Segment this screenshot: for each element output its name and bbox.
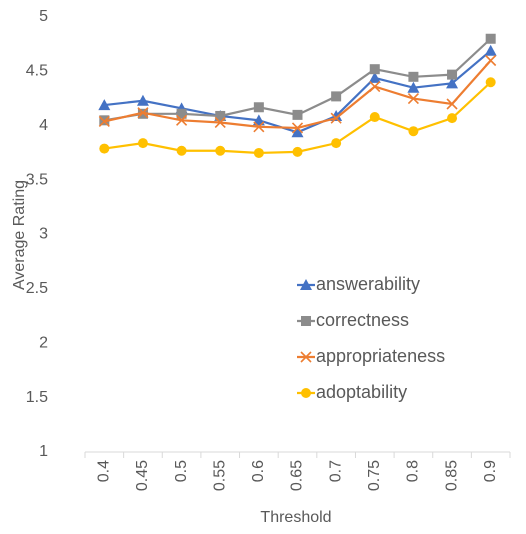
data-point	[99, 143, 110, 154]
data-point	[137, 138, 148, 149]
data-point	[407, 81, 420, 93]
data-point	[98, 115, 110, 127]
legend-label: adoptability	[316, 382, 407, 402]
x-tick-label: 0.55	[211, 460, 228, 491]
y-tick-label: 2	[39, 334, 48, 351]
legend-marker	[301, 388, 311, 398]
data-point	[253, 102, 264, 113]
legend-marker	[300, 351, 312, 363]
x-tick-label: 0.8	[405, 460, 422, 482]
y-tick-label: 3	[39, 226, 48, 243]
data-point	[485, 54, 497, 67]
y-tick-label: 4.5	[26, 63, 48, 80]
x-tick-label: 0.6	[250, 460, 267, 482]
series-line	[104, 37, 492, 122]
data-point	[252, 114, 265, 126]
series-line	[104, 49, 492, 134]
data-point	[215, 145, 226, 156]
x-tick-label: 0.9	[482, 460, 499, 482]
legend-marker	[300, 279, 312, 290]
data-point	[446, 98, 458, 110]
legend-marker	[301, 316, 311, 326]
data-point	[485, 77, 496, 88]
data-point	[447, 69, 458, 80]
y-tick-label: 1.5	[26, 389, 48, 406]
y-tick-label: 2.5	[26, 280, 48, 297]
data-point	[369, 64, 380, 75]
data-point	[369, 81, 381, 93]
data-point	[408, 71, 419, 82]
y-tick-label: 5	[39, 8, 48, 25]
data-point	[176, 145, 187, 156]
data-point	[368, 71, 381, 83]
data-point	[214, 116, 226, 129]
data-point	[176, 114, 188, 126]
data-point	[407, 92, 419, 105]
data-point	[408, 126, 419, 137]
x-axis-label: Threshold	[260, 509, 331, 526]
legend-label: correctness	[316, 310, 409, 330]
data-point	[485, 33, 496, 44]
data-point	[291, 126, 304, 138]
data-point	[215, 110, 226, 121]
data-point	[291, 122, 304, 134]
x-tick-label: 0.7	[327, 460, 344, 482]
data-point	[176, 108, 187, 119]
x-tick-label: 0.4	[96, 460, 113, 482]
x-tick-label: 0.45	[134, 460, 151, 491]
data-point	[136, 94, 149, 106]
data-point	[98, 99, 111, 111]
y-axis-label: Average Rating	[11, 180, 28, 290]
y-tick-label: 4	[39, 117, 48, 134]
data-point	[253, 121, 265, 133]
data-point	[446, 77, 459, 89]
y-tick-label: 1	[39, 443, 48, 460]
data-point	[330, 112, 342, 124]
x-tick-label: 0.5	[173, 460, 190, 482]
data-point	[484, 44, 497, 56]
legend-label: appropriateness	[316, 346, 445, 366]
data-point	[292, 109, 303, 120]
legend-label: answerability	[316, 274, 420, 294]
x-tick-label: 0.85	[443, 460, 460, 491]
data-point	[369, 112, 380, 123]
data-point	[137, 107, 149, 119]
data-point	[292, 146, 303, 157]
y-tick-label: 3.5	[26, 171, 48, 188]
data-point	[447, 113, 458, 124]
data-point	[331, 138, 342, 149]
x-tick-label: 0.65	[289, 460, 306, 491]
data-point	[253, 147, 264, 158]
x-tick-label: 0.75	[366, 460, 383, 491]
data-point	[331, 91, 342, 102]
